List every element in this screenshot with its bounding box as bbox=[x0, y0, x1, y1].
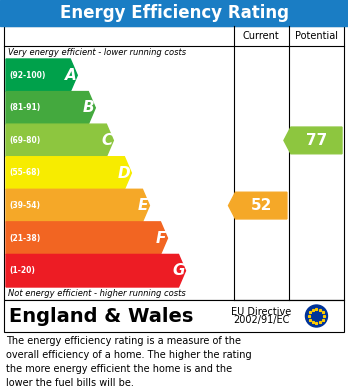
Text: 52: 52 bbox=[251, 198, 272, 213]
Polygon shape bbox=[6, 59, 77, 91]
Polygon shape bbox=[6, 189, 149, 222]
Text: B: B bbox=[83, 100, 94, 115]
Bar bbox=[4, 26, 344, 300]
Text: (81-91): (81-91) bbox=[9, 103, 40, 112]
Polygon shape bbox=[284, 127, 342, 154]
Text: A: A bbox=[64, 68, 76, 83]
Bar bbox=[4, 300, 344, 332]
Polygon shape bbox=[229, 192, 287, 219]
Text: 2002/91/EC: 2002/91/EC bbox=[233, 315, 290, 325]
Text: England & Wales: England & Wales bbox=[9, 307, 193, 325]
Circle shape bbox=[306, 305, 327, 327]
Text: Current: Current bbox=[243, 31, 279, 41]
Polygon shape bbox=[6, 222, 167, 255]
Text: (92-100): (92-100) bbox=[9, 71, 45, 80]
Text: G: G bbox=[172, 263, 184, 278]
Text: (21-38): (21-38) bbox=[9, 234, 40, 243]
Text: The energy efficiency rating is a measure of the
overall efficiency of a home. T: The energy efficiency rating is a measur… bbox=[6, 336, 252, 388]
Polygon shape bbox=[6, 124, 113, 157]
Text: (1-20): (1-20) bbox=[9, 266, 35, 275]
Text: C: C bbox=[101, 133, 112, 148]
Text: Not energy efficient - higher running costs: Not energy efficient - higher running co… bbox=[8, 289, 186, 298]
Text: F: F bbox=[156, 231, 166, 246]
Text: (69-80): (69-80) bbox=[9, 136, 40, 145]
Text: EU Directive: EU Directive bbox=[231, 307, 291, 317]
Text: (55-68): (55-68) bbox=[9, 169, 40, 178]
Polygon shape bbox=[6, 91, 95, 124]
Text: E: E bbox=[138, 198, 149, 213]
Bar bbox=[0, 0, 348, 26]
Polygon shape bbox=[6, 255, 185, 287]
Text: (39-54): (39-54) bbox=[9, 201, 40, 210]
Text: Potential: Potential bbox=[295, 31, 338, 41]
Text: Very energy efficient - lower running costs: Very energy efficient - lower running co… bbox=[8, 48, 186, 57]
Text: 77: 77 bbox=[306, 133, 327, 148]
Text: D: D bbox=[118, 165, 130, 181]
Text: Energy Efficiency Rating: Energy Efficiency Rating bbox=[60, 4, 288, 22]
Polygon shape bbox=[6, 157, 132, 189]
